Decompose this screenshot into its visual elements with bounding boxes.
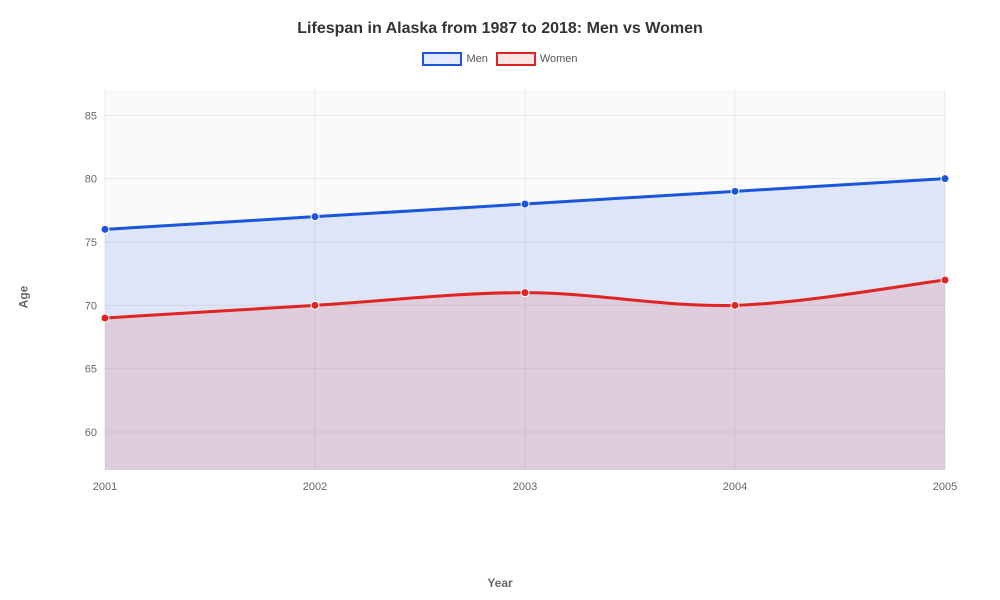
legend: Men Women: [0, 52, 1000, 66]
x-axis-label: Year: [0, 576, 1000, 590]
chart-svg: 60 65 70 75 80 85 2001 2002 2003 2004 2005: [60, 80, 960, 510]
marker-men[interactable]: [521, 200, 529, 208]
marker-women[interactable]: [941, 276, 949, 284]
marker-women[interactable]: [521, 289, 529, 297]
marker-men[interactable]: [101, 225, 109, 233]
y-tick-label: 60: [85, 427, 97, 439]
x-tick-label: 2005: [933, 481, 957, 493]
marker-men[interactable]: [731, 187, 739, 195]
plot-area: 60 65 70 75 80 85 2001 2002 2003 2004 2005: [60, 80, 960, 510]
x-tick-label: 2001: [93, 481, 117, 493]
legend-label-women: Women: [540, 53, 578, 65]
y-tick-label: 65: [85, 364, 97, 376]
y-tick-label: 70: [85, 300, 97, 312]
y-tick-label: 80: [85, 174, 97, 186]
x-tick-label: 2002: [303, 481, 327, 493]
legend-swatch-men: [422, 52, 462, 66]
marker-women[interactable]: [731, 301, 739, 309]
y-axis-label: Age: [16, 286, 30, 309]
y-tick-label: 85: [85, 110, 97, 122]
x-tick-label: 2004: [723, 481, 747, 493]
legend-item-women[interactable]: Women: [496, 52, 578, 66]
legend-item-men[interactable]: Men: [422, 52, 487, 66]
chart-title: Lifespan in Alaska from 1987 to 2018: Me…: [0, 20, 1000, 38]
legend-swatch-women: [496, 52, 536, 66]
marker-women[interactable]: [311, 301, 319, 309]
y-tick-label: 75: [85, 237, 97, 249]
legend-label-men: Men: [466, 53, 487, 65]
x-tick-label: 2003: [513, 481, 537, 493]
marker-men[interactable]: [311, 213, 319, 221]
marker-men[interactable]: [941, 175, 949, 183]
marker-women[interactable]: [101, 314, 109, 322]
